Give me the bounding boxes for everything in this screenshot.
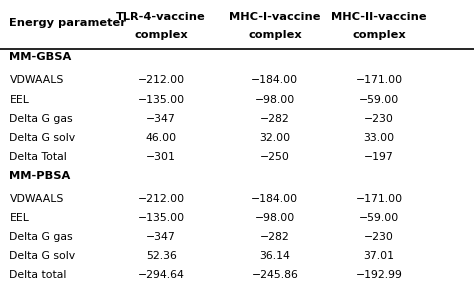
- Text: −282: −282: [260, 232, 290, 242]
- Text: −282: −282: [260, 114, 290, 124]
- Text: −59.00: −59.00: [359, 213, 399, 223]
- Text: −230: −230: [364, 114, 394, 124]
- Text: MHC-II-vaccine: MHC-II-vaccine: [331, 12, 427, 22]
- Text: 52.36: 52.36: [146, 251, 177, 261]
- Text: MM-GBSA: MM-GBSA: [9, 52, 72, 62]
- Text: −171.00: −171.00: [356, 75, 403, 85]
- Text: complex: complex: [248, 30, 302, 40]
- Text: −212.00: −212.00: [137, 75, 185, 85]
- Text: Delta total: Delta total: [9, 270, 67, 280]
- Text: −135.00: −135.00: [137, 213, 185, 223]
- Text: VDWAALS: VDWAALS: [9, 75, 64, 85]
- Text: −135.00: −135.00: [137, 95, 185, 104]
- Text: 36.14: 36.14: [259, 251, 291, 261]
- Text: −294.64: −294.64: [138, 270, 184, 280]
- Text: −98.00: −98.00: [255, 213, 295, 223]
- Text: VDWAALS: VDWAALS: [9, 194, 64, 204]
- Text: 46.00: 46.00: [146, 133, 177, 143]
- Text: −245.86: −245.86: [252, 270, 298, 280]
- Text: −184.00: −184.00: [251, 75, 299, 85]
- Text: 32.00: 32.00: [259, 133, 291, 143]
- Text: −197: −197: [365, 152, 394, 162]
- Text: Delta G gas: Delta G gas: [9, 114, 73, 124]
- Text: −98.00: −98.00: [255, 95, 295, 104]
- Text: 33.00: 33.00: [364, 133, 395, 143]
- Text: −301: −301: [146, 152, 176, 162]
- Text: MHC-I-vaccine: MHC-I-vaccine: [229, 12, 321, 22]
- Text: −250: −250: [260, 152, 290, 162]
- Text: TLR-4-vaccine: TLR-4-vaccine: [116, 12, 206, 22]
- Text: Delta G solv: Delta G solv: [9, 133, 76, 143]
- Text: Delta G gas: Delta G gas: [9, 232, 73, 242]
- Text: −192.99: −192.99: [356, 270, 402, 280]
- Text: Delta Total: Delta Total: [9, 152, 67, 162]
- Text: −184.00: −184.00: [251, 194, 299, 204]
- Text: Energy parameter: Energy parameter: [9, 18, 127, 28]
- Text: complex: complex: [352, 30, 406, 40]
- Text: −230: −230: [364, 232, 394, 242]
- Text: complex: complex: [134, 30, 188, 40]
- Text: −212.00: −212.00: [137, 194, 185, 204]
- Text: −347: −347: [146, 114, 176, 124]
- Text: −347: −347: [146, 232, 176, 242]
- Text: EEL: EEL: [9, 213, 29, 223]
- Text: EEL: EEL: [9, 95, 29, 104]
- Text: MM-PBSA: MM-PBSA: [9, 171, 71, 181]
- Text: −171.00: −171.00: [356, 194, 403, 204]
- Text: Delta G solv: Delta G solv: [9, 251, 76, 261]
- Text: −59.00: −59.00: [359, 95, 399, 104]
- Text: 37.01: 37.01: [364, 251, 395, 261]
